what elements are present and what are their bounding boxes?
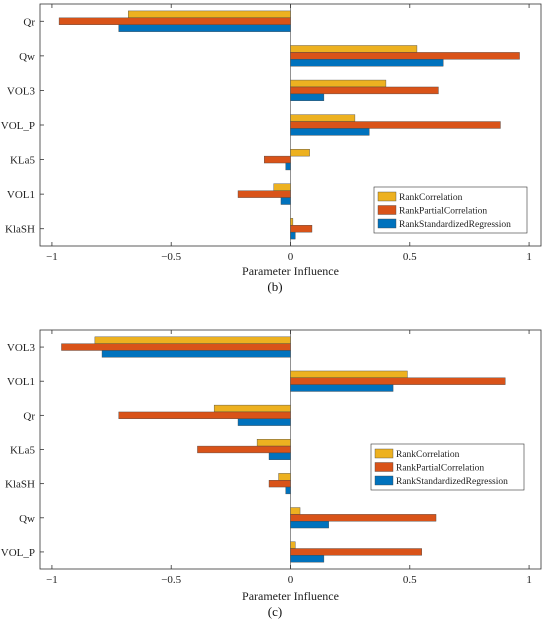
legend-entry: RankStandardizedRegression [396, 477, 508, 487]
bar-rankstandardizedregression-qw [290, 59, 444, 67]
y-tick-label-qw: Qw [19, 51, 35, 63]
bar-rankpartialcorrelation-qr [58, 17, 291, 25]
bar-rankcorrelation-klash [278, 473, 291, 481]
y-tick-label-vol3: VOL3 [7, 85, 36, 97]
legend-entry: RankStandardizedRegression [399, 220, 511, 230]
chart-panel-1: −1 −0.5 0 0.5 1 Parameter Influence VOL3 VOL1 Qr… [1, 329, 542, 603]
bar-rankstandardizedregression-klash [285, 486, 291, 495]
bar-rankpartialcorrelation-vol1 [290, 377, 506, 385]
bar-rankstandardizedregression-qr [237, 418, 291, 426]
bar-rankstandardizedregression-kla5 [285, 162, 291, 171]
panel-label-b: (b) [267, 279, 283, 294]
bar-rankpartialcorrelation-vol-p [290, 548, 422, 556]
bar-rankcorrelation-qr [213, 404, 291, 413]
bar-rankpartialcorrelation-vol3 [290, 86, 439, 95]
bar-rankcorrelation-kla5 [290, 148, 310, 157]
bar-rankpartialcorrelation-klash [290, 225, 313, 233]
legend-swatch [377, 205, 397, 215]
bar-rankcorrelation-kla5 [256, 439, 291, 447]
y-tick-label-klash: KlaSH [5, 224, 35, 236]
chart-panel-0: −1 −0.5 0 0.5 1 Parameter Influence Qr Qw VOL3 VO… [1, 3, 542, 278]
bar-rankpartialcorrelation-vol1 [237, 190, 291, 198]
x-tick-label: −0.5 [161, 251, 181, 263]
x-axis-label: Parameter Influence [242, 264, 339, 278]
bar-rankstandardizedregression-vol3 [101, 350, 291, 358]
legend-swatch [374, 475, 394, 486]
x-tick-label: −1 [46, 251, 58, 263]
y-tick-label-qr: Qr [23, 410, 35, 422]
y-tick-label-qr: Qr [23, 16, 35, 28]
bar-rankstandardizedregression-vol1 [290, 384, 394, 392]
y-tick-label-vol1: VOL1 [7, 189, 35, 201]
legend-swatch [374, 448, 394, 459]
y-tick-label-vol1: VOL1 [7, 376, 35, 388]
legend-swatch [377, 218, 397, 229]
x-tick-label: −0.5 [161, 574, 181, 586]
bar-rankcorrelation-vol1 [290, 370, 408, 379]
bar-rankpartialcorrelation-kla5 [197, 445, 291, 454]
bar-rankpartialcorrelation-vol-p [290, 121, 501, 129]
y-tick-label-vol-p: VOL_P [1, 120, 35, 132]
panel-label-c: (c) [267, 604, 283, 619]
bar-rankstandardizedregression-klash [290, 231, 296, 240]
bar-rankstandardizedregression-vol-p [290, 555, 325, 563]
legend-swatch [374, 462, 394, 472]
bar-rankstandardizedregression-kla5 [268, 452, 291, 460]
x-tick-label: 0.5 [403, 574, 417, 586]
bar-rankcorrelation-qw [290, 507, 301, 515]
bar-rankcorrelation-vol3 [94, 336, 291, 344]
bar-rankcorrelation-vol-p [290, 114, 356, 122]
x-tick-label: 0.5 [403, 251, 417, 263]
bar-rankpartialcorrelation-vol3 [61, 343, 291, 351]
bar-rankstandardizedregression-vol-p [290, 128, 370, 136]
x-tick-label: 0 [288, 251, 294, 263]
legend-box [370, 443, 525, 491]
legend-entry: RankPartialCorrelation [396, 464, 484, 474]
legend-entry: RankPartialCorrelation [399, 207, 487, 217]
bar-rankcorrelation-qr [128, 10, 291, 19]
x-tick-label: 1 [526, 574, 532, 586]
y-tick-label-vol3: VOL3 [7, 342, 36, 354]
bar-rankpartialcorrelation-kla5 [264, 155, 291, 164]
y-tick-label-vol-p: VOL_P [1, 547, 35, 559]
bar-rankcorrelation-qw [290, 45, 418, 53]
x-tick-label: 1 [526, 251, 532, 263]
bar-rankstandardizedregression-vol3 [290, 93, 325, 101]
bar-rankpartialcorrelation-qw [290, 514, 437, 522]
bar-rankstandardizedregression-qw [290, 521, 329, 529]
bar-rankcorrelation-klash [290, 218, 294, 226]
y-tick-label-klash: KlaSH [5, 479, 35, 491]
y-tick-label-qw: Qw [19, 513, 35, 525]
x-tick-label: 0 [288, 574, 294, 586]
legend-box [373, 186, 528, 234]
y-tick-label-kla5: KLa5 [10, 155, 36, 167]
bar-rankpartialcorrelation-klash [268, 480, 291, 488]
y-tick-label-kla5: KLa5 [10, 445, 36, 457]
bar-rankstandardizedregression-qr [118, 24, 291, 32]
x-tick-label: −1 [46, 574, 58, 586]
legend-swatch [377, 191, 397, 202]
bar-rankpartialcorrelation-qr [118, 411, 291, 419]
bar-rankpartialcorrelation-qw [290, 52, 520, 60]
legend-entry: RankCorrelation [399, 193, 463, 203]
bar-rankcorrelation-vol3 [290, 79, 387, 88]
x-axis-label: Parameter Influence [242, 589, 339, 603]
legend-entry: RankCorrelation [396, 450, 460, 460]
bar-rankcorrelation-vol-p [290, 541, 296, 549]
bar-rankcorrelation-vol1 [273, 183, 291, 191]
bar-rankstandardizedregression-vol1 [280, 197, 291, 205]
